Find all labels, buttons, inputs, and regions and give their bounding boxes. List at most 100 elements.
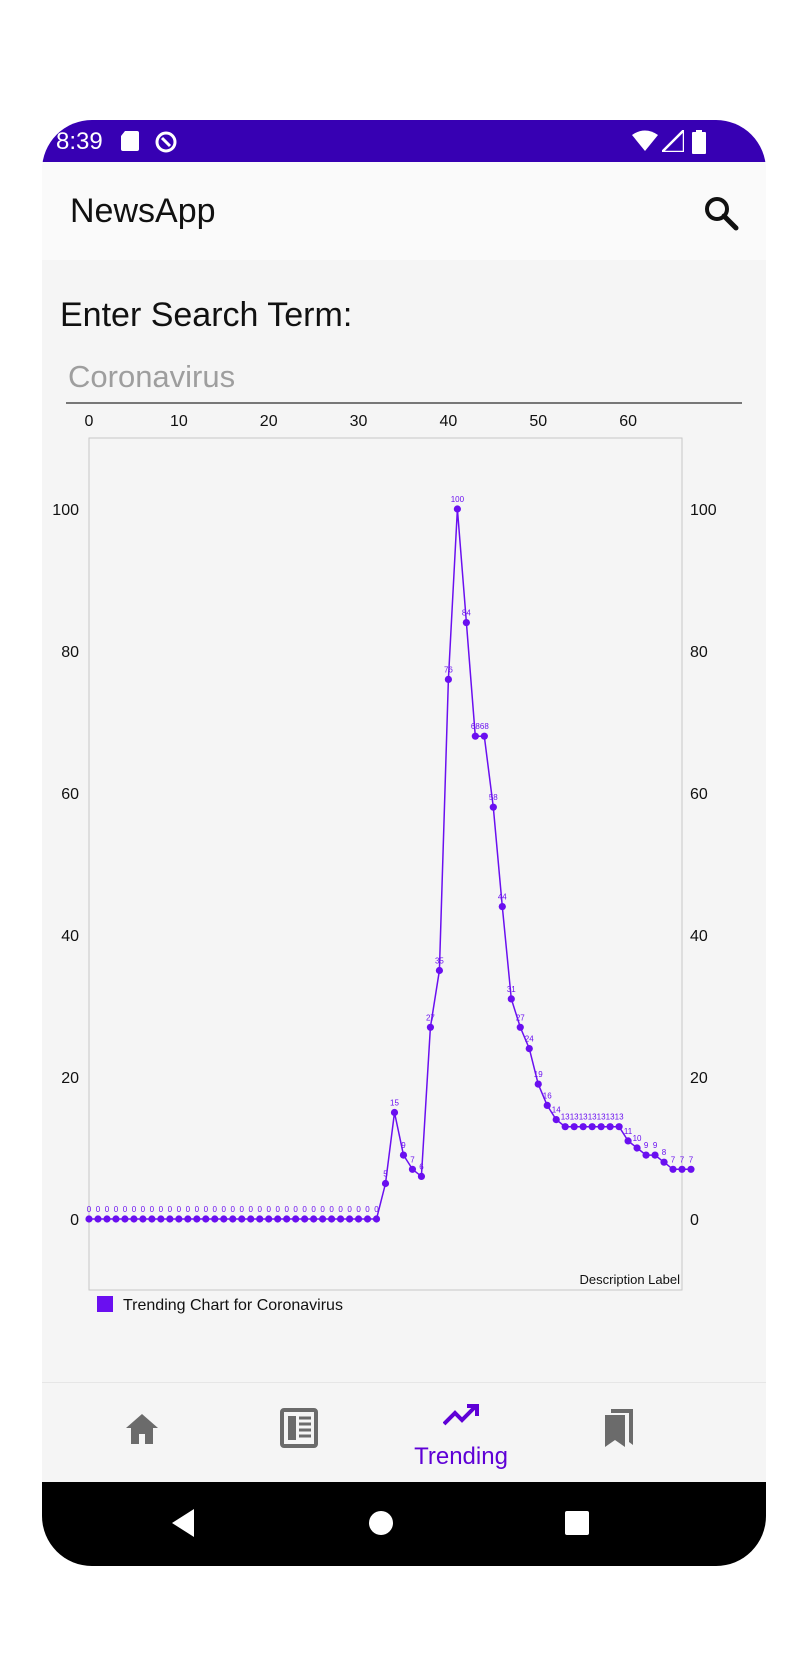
data-point	[363, 1215, 372, 1223]
data-label: 68	[480, 722, 489, 731]
data-label: 11	[624, 1127, 633, 1136]
data-label: 0	[141, 1205, 146, 1214]
search-icon[interactable]	[702, 194, 742, 234]
data-label: 0	[257, 1205, 262, 1214]
data-point	[561, 1123, 569, 1131]
home-nav-icon[interactable]	[368, 1510, 394, 1536]
data-label: 0	[374, 1205, 379, 1214]
data-label: 8	[662, 1148, 667, 1157]
status-bar: 8:39	[42, 120, 766, 162]
data-point	[274, 1215, 282, 1223]
y-tick-label-left: 40	[61, 928, 79, 945]
recents-icon[interactable]	[564, 1510, 590, 1536]
data-label: 7	[680, 1155, 685, 1164]
y-tick-label-right: 100	[690, 502, 717, 519]
data-label: 0	[213, 1205, 218, 1214]
data-label: 5	[383, 1170, 388, 1179]
data-label: 0	[329, 1205, 334, 1214]
data-point	[184, 1215, 192, 1223]
data-label: 15	[390, 1099, 399, 1108]
x-tick-label: 30	[350, 413, 368, 430]
data-point	[570, 1123, 578, 1131]
data-point	[220, 1215, 228, 1223]
x-tick-label: 10	[170, 413, 188, 430]
data-label: 0	[365, 1205, 370, 1214]
data-label: 0	[105, 1205, 110, 1214]
data-point	[399, 1151, 408, 1159]
data-label: 13	[561, 1113, 570, 1122]
data-point	[139, 1215, 147, 1223]
data-point	[85, 1215, 93, 1223]
sd-card-icon	[121, 131, 139, 151]
data-point	[660, 1158, 668, 1166]
data-point	[444, 675, 452, 683]
y-tick-label-left: 60	[61, 786, 79, 803]
data-label: 0	[222, 1205, 227, 1214]
data-point	[597, 1123, 605, 1131]
data-point	[471, 732, 479, 740]
data-point	[112, 1215, 120, 1223]
data-point	[606, 1123, 614, 1131]
data-label: 0	[347, 1205, 352, 1214]
data-point	[193, 1215, 201, 1223]
data-point	[130, 1215, 138, 1223]
data-point	[669, 1165, 677, 1173]
data-point	[202, 1215, 210, 1223]
nav-news[interactable]	[224, 1383, 374, 1483]
data-label: 58	[489, 793, 498, 802]
data-point	[552, 1116, 560, 1124]
data-point	[390, 1108, 399, 1117]
back-icon[interactable]	[170, 1508, 196, 1538]
data-label: 16	[543, 1091, 552, 1100]
data-label: 76	[444, 665, 453, 674]
data-label: 0	[320, 1205, 325, 1214]
signal-icon	[662, 130, 684, 152]
nav-home[interactable]	[66, 1383, 216, 1483]
search-input[interactable]	[66, 352, 742, 404]
newspaper-icon	[280, 1408, 318, 1448]
data-label: 13	[606, 1113, 615, 1122]
x-tick-label: 50	[529, 413, 547, 430]
battery-icon	[692, 130, 706, 154]
description-label: Description Label	[580, 1272, 681, 1287]
data-point	[579, 1123, 587, 1131]
data-label: 100	[451, 495, 465, 504]
data-point	[543, 1101, 551, 1109]
x-tick-label: 0	[85, 413, 94, 430]
data-label: 0	[123, 1205, 128, 1214]
app-title: NewsApp	[70, 192, 216, 230]
data-point	[408, 1165, 417, 1173]
data-point	[489, 803, 497, 811]
data-point	[319, 1215, 327, 1223]
nav-saved[interactable]	[544, 1383, 694, 1483]
data-label: 0	[338, 1205, 343, 1214]
plot-area	[88, 437, 683, 1291]
data-point	[211, 1215, 219, 1223]
data-point	[247, 1215, 255, 1223]
data-point	[121, 1215, 129, 1223]
x-tick-label: 20	[260, 413, 278, 430]
data-label: 31	[507, 985, 516, 994]
data-point	[426, 1023, 435, 1031]
wifi-icon	[632, 130, 658, 151]
nav-trending[interactable]: Trending	[386, 1383, 536, 1483]
phone-screen: 8:39 NewsApp Enter Search Term: 0 10 20 30 4…	[42, 120, 766, 1566]
system-navigation-bar	[42, 1482, 766, 1566]
data-point	[651, 1151, 659, 1159]
y-tick-label-right: 80	[690, 644, 708, 661]
data-label: 0	[150, 1205, 155, 1214]
x-tick-label: 40	[439, 413, 457, 430]
data-label: 0	[311, 1205, 316, 1214]
data-point	[354, 1215, 363, 1223]
data-label: 9	[653, 1141, 658, 1150]
data-label: 0	[356, 1205, 361, 1214]
y-tick-label-left: 100	[52, 502, 79, 519]
data-label: 13	[615, 1113, 624, 1122]
data-label: 13	[588, 1113, 597, 1122]
legend-swatch	[97, 1296, 113, 1312]
data-point	[678, 1165, 686, 1173]
data-label: 10	[633, 1134, 642, 1143]
bookmarks-icon	[605, 1409, 633, 1447]
trending-icon	[443, 1404, 479, 1426]
